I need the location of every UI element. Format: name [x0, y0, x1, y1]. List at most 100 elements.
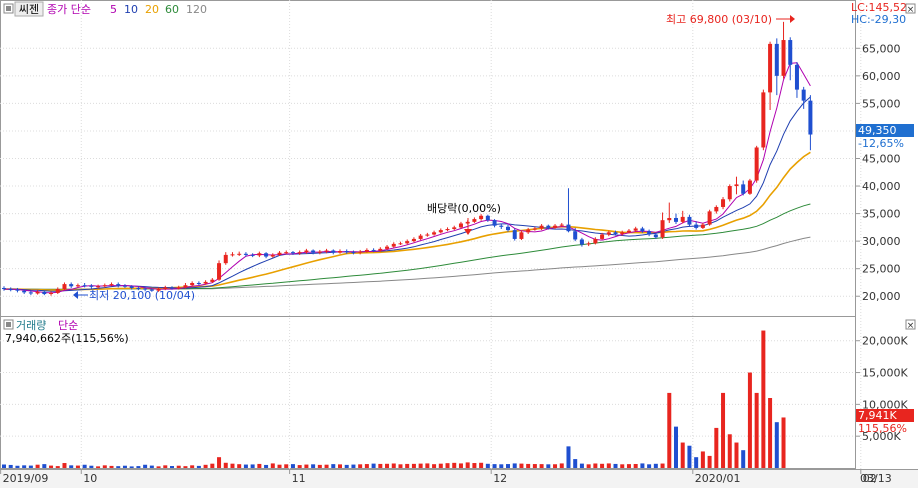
- candle-body: [217, 263, 222, 280]
- volume-bar: [324, 464, 329, 468]
- volume-bar: [338, 464, 342, 468]
- volume-bar: [136, 466, 141, 468]
- candle-body: [8, 289, 13, 291]
- candle-body: [660, 220, 665, 238]
- candle-body: [324, 250, 329, 252]
- volume-bar: [640, 463, 645, 468]
- volume-bar: [358, 464, 363, 468]
- volume-bar: [217, 457, 222, 468]
- candle-body: [210, 279, 215, 282]
- volume-tick-label: 15,000K: [862, 367, 908, 380]
- volume-bar: [364, 464, 369, 468]
- volume-bar: [398, 464, 403, 468]
- current-volume-tag: [856, 409, 914, 422]
- candle-body: [156, 289, 161, 291]
- candle-body: [69, 284, 74, 287]
- candle-body: [257, 253, 262, 256]
- volume-bar: [405, 463, 410, 468]
- candle-body: [674, 217, 678, 222]
- volume-bar: [512, 463, 517, 468]
- volume-bar: [519, 463, 524, 468]
- volume-bar: [700, 451, 705, 468]
- candle-body: [331, 250, 336, 253]
- candle-body: [297, 252, 302, 254]
- volume-ma-title: 단순: [58, 319, 78, 332]
- dividend-label: 배당락(0,00%): [427, 202, 501, 215]
- candle-body: [620, 232, 625, 234]
- volume-bar: [122, 465, 127, 468]
- candle-body: [801, 89, 806, 101]
- candle-body: [808, 100, 813, 135]
- candle-body: [42, 291, 47, 295]
- candle-body: [526, 229, 531, 233]
- price-candles: [2, 21, 813, 296]
- candle-body: [687, 216, 692, 225]
- price-tick-label: 35,000: [862, 208, 901, 221]
- candle-body: [606, 232, 611, 235]
- candle-body: [734, 184, 739, 187]
- candle-body: [35, 291, 40, 294]
- volume-bar: [754, 392, 759, 468]
- volume-bar: [781, 417, 786, 468]
- volume-bar: [734, 442, 739, 468]
- candle-body: [116, 284, 121, 286]
- volume-bar: [553, 464, 558, 468]
- volume-bar: [304, 464, 309, 468]
- ma-period-20: 20: [145, 3, 159, 16]
- candle-body: [122, 285, 127, 287]
- volume-bar: [391, 463, 396, 468]
- candle-body: [75, 285, 80, 287]
- candle-body: [391, 243, 396, 247]
- volume-bar: [600, 463, 605, 468]
- last-date: 03/13: [860, 472, 892, 485]
- candle-body: [727, 186, 732, 200]
- candle-body: [163, 287, 168, 290]
- volume-bar: [747, 372, 752, 468]
- volume-bar: [257, 463, 262, 468]
- candle-body: [747, 180, 752, 194]
- volume-bar: [290, 464, 295, 468]
- min-price-arrowhead: [73, 291, 78, 299]
- volume-bar: [223, 462, 228, 468]
- volume-bar: [351, 464, 356, 468]
- price-tick-label: 65,000: [862, 42, 901, 55]
- volume-bar: [559, 463, 564, 468]
- candle-body: [485, 215, 490, 221]
- volume-bar: [311, 464, 316, 468]
- volume-close-icon[interactable]: [905, 319, 916, 330]
- volume-bar: [82, 464, 87, 468]
- volume-bar: [741, 450, 746, 468]
- candle-body: [694, 224, 699, 228]
- current-volume: 7,941K: [858, 409, 897, 422]
- volume-bar: [156, 466, 161, 468]
- change-pct: -12,65%: [858, 137, 904, 150]
- volume-bar: [8, 464, 13, 468]
- candle-body: [680, 216, 685, 222]
- volume-bar: [190, 465, 195, 468]
- date-tick-label: 2019/09: [3, 472, 49, 485]
- volume-bar: [418, 463, 423, 468]
- ma-period-10: 10: [124, 3, 138, 16]
- close-panel-glyph: ×: [907, 5, 915, 15]
- volume-bar: [694, 457, 699, 468]
- close-panel-icon[interactable]: [905, 3, 916, 14]
- candle-body: [714, 206, 719, 212]
- max-price-arrowhead: [790, 15, 795, 23]
- candle-body: [136, 287, 141, 289]
- candle-body: [539, 225, 544, 229]
- candle-body: [546, 225, 551, 228]
- candle-body: [512, 230, 517, 239]
- candle-body: [700, 224, 705, 228]
- volume-bar: [573, 459, 578, 468]
- candle-body: [653, 234, 658, 238]
- stock-name-box[interactable]: [14, 1, 44, 17]
- candle-body: [358, 251, 363, 253]
- candle-body: [96, 286, 101, 288]
- candle-body: [304, 250, 309, 253]
- stock-name: 씨젠: [19, 3, 39, 16]
- volume-bar: [526, 463, 531, 468]
- volume-bar: [183, 466, 188, 468]
- volume-bar: [230, 463, 235, 468]
- gridlines: [0, 0, 862, 469]
